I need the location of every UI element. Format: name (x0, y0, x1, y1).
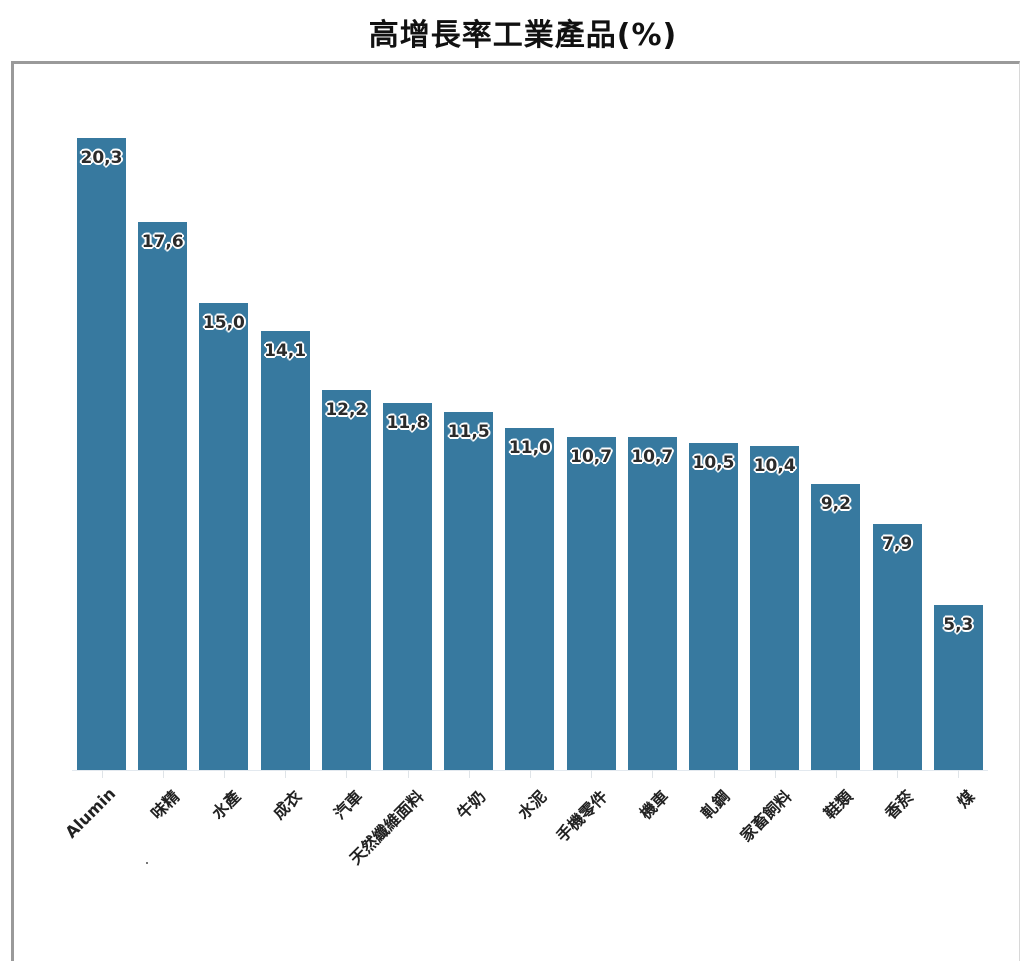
x-tick (529, 770, 531, 778)
x-tick-label: 手機零件 (552, 786, 612, 846)
bar-value-label: 9,2 (820, 493, 851, 514)
bar-value-label: 14,1 (264, 341, 307, 362)
x-tick (835, 770, 837, 778)
bar-value-label: 11,0 (508, 437, 551, 458)
bar (505, 427, 555, 770)
chart-frame (11, 61, 1020, 961)
x-tick (101, 770, 103, 778)
bar (872, 524, 922, 770)
bar-value-label: 17,6 (141, 232, 184, 253)
x-tick (346, 770, 348, 778)
x-tick-label: 味精 (146, 786, 183, 823)
bar (77, 138, 126, 770)
x-tick (162, 770, 164, 778)
x-tick-label: 機車 (636, 786, 673, 823)
bar-value-label: 10,4 (753, 456, 796, 477)
bar-value-label: 11,8 (386, 412, 429, 433)
bar (627, 436, 677, 770)
x-tick-label: 軋鋼 (697, 786, 734, 823)
bar-value-label: 11,5 (447, 422, 490, 442)
bar-value-label: 10,7 (631, 446, 674, 467)
x-tick-label: 煤 (953, 786, 979, 812)
bar (750, 446, 800, 770)
x-tick-label: 成衣 (269, 786, 306, 823)
stray-dot (146, 862, 148, 864)
bar (933, 605, 983, 770)
bar (383, 402, 432, 770)
x-tick-label: 水產 (208, 786, 245, 823)
x-tick (774, 770, 776, 778)
bar (689, 443, 738, 770)
x-tick-label: 家畜飼料 (736, 786, 795, 846)
x-tick (652, 770, 654, 778)
bar-value-label: 10,5 (692, 453, 735, 474)
x-tick (713, 770, 715, 778)
bar (811, 483, 861, 770)
bar (199, 303, 249, 770)
x-tick (591, 770, 593, 778)
bar (444, 412, 494, 770)
bar-value-label: 5,3 (943, 615, 974, 635)
bar-value-label: 20,3 (80, 148, 123, 169)
x-tick (407, 770, 409, 778)
x-tick-label: 香菸 (881, 786, 918, 823)
x-tick-label: 汽車 (330, 786, 367, 823)
x-tick-label: 牛奶 (452, 786, 489, 823)
bar-value-label: 10,7 (570, 446, 613, 467)
x-tick (897, 770, 899, 778)
x-tick-label: 水泥 (514, 786, 551, 823)
bar (321, 390, 371, 770)
x-tick-label: Alumin (61, 784, 119, 842)
bar-value-label: 7,9 (882, 534, 913, 555)
x-tick (223, 770, 225, 778)
bar (138, 222, 188, 770)
x-tick (958, 770, 960, 778)
bar (566, 436, 616, 770)
bar-value-label: 12,2 (325, 400, 368, 421)
x-tick-label: 鞋類 (820, 786, 857, 823)
bar-value-label: 15,0 (202, 313, 245, 334)
x-tick (468, 770, 470, 778)
chart-title: 高增長率工業產品(%) (368, 18, 678, 53)
bar (260, 331, 310, 770)
x-tick (285, 770, 287, 778)
